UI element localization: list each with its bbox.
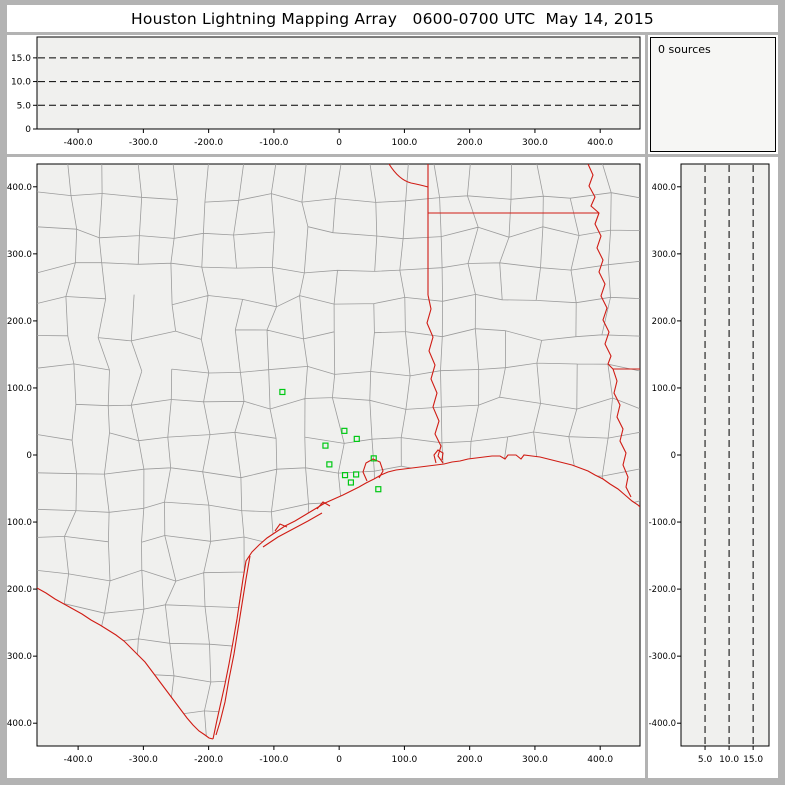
- x-tick-label: -300.0: [129, 755, 158, 765]
- x-tick-label: -200.0: [194, 755, 223, 765]
- y-tick-label: 5.0: [17, 101, 32, 111]
- x-tick-label: 10.0: [719, 755, 739, 765]
- sources-panel: 0 sources: [648, 35, 778, 154]
- state-border: [262, 512, 323, 548]
- x-tick-label: 400.0: [587, 755, 613, 765]
- y-tick-label: -400.0: [649, 719, 676, 729]
- y-tick-label: -100.0: [7, 518, 32, 528]
- state-border: [274, 523, 288, 532]
- x-tick-label: 300.0: [522, 138, 548, 148]
- y-tick-label: -200.0: [649, 585, 676, 595]
- title-bar: Houston Lightning Mapping Array 0600-070…: [7, 5, 778, 32]
- x-tick-label: 15.0: [743, 755, 763, 765]
- state-border: [362, 458, 384, 482]
- y-tick-label: -100.0: [649, 518, 676, 528]
- y-tick-label: -400.0: [7, 719, 32, 729]
- lma-station-marker: [375, 486, 382, 493]
- lma-station-marker: [353, 435, 360, 443]
- state-border: [612, 368, 632, 498]
- ns-altitude-plot: 5.0 10.0 15.0 400.0 300.0 200.0 100.0 0 -100.0 -2…: [649, 163, 770, 765]
- x-tick-label: 200.0: [457, 755, 483, 765]
- x-tick-label: 0: [336, 755, 342, 765]
- x-tick-label: -200.0: [194, 138, 223, 148]
- lma-station-marker: [353, 471, 360, 478]
- map-plot-area: [36, 163, 641, 747]
- lma-station-marker: [370, 455, 377, 462]
- state-border: [316, 501, 331, 510]
- page-title: Houston Lightning Mapping Array 0600-070…: [131, 9, 654, 28]
- ns-plot-area: [680, 163, 770, 747]
- y-tick-label: 100.0: [7, 384, 32, 394]
- y-tick-label: 200.0: [652, 317, 676, 327]
- y-tick-label: 400.0: [7, 183, 32, 193]
- x-tick-label: 400.0: [587, 138, 613, 148]
- x-tick-label: 0: [336, 138, 342, 148]
- ns-altitude-panel: 5.0 10.0 15.0 400.0 300.0 200.0 100.0 0 -100.0 -2…: [648, 157, 778, 778]
- x-tick-label: 200.0: [457, 138, 483, 148]
- x-tick-label: -400.0: [64, 138, 93, 148]
- lma-station-marker: [341, 472, 349, 479]
- y-tick-label: 0: [671, 451, 676, 461]
- x-tick-label: 5.0: [698, 755, 713, 765]
- ew-altitude-panel: 0 5.0 10.0 15.0 -400.0 -300.0 -200.0 -100.0 0 100…: [7, 35, 645, 154]
- state-border: [433, 449, 444, 464]
- y-tick-label: 100.0: [652, 384, 676, 394]
- lma-station-marker: [326, 461, 333, 468]
- state-border: [215, 555, 251, 736]
- y-tick-label: 0: [26, 451, 32, 461]
- ew-plot-area: [36, 36, 641, 130]
- geo-borders-layer: [37, 164, 640, 740]
- lma-station-marker: [322, 442, 329, 449]
- state-border: [388, 164, 429, 188]
- lma-station-marker: [341, 427, 348, 434]
- sources-box: 0 sources: [650, 37, 776, 152]
- state-border: [426, 294, 444, 464]
- y-tick-label: 400.0: [652, 183, 676, 193]
- lma-station-marker: [347, 479, 354, 486]
- rio-grande-border: [37, 587, 214, 740]
- coastline: [212, 454, 640, 740]
- ew-altitude-plot: 0 5.0 10.0 15.0 -400.0 -300.0 -200.0 -100.0 0 100…: [11, 36, 641, 148]
- y-tick-label: 300.0: [652, 250, 676, 260]
- lma-station-marker: [279, 388, 286, 396]
- y-tick-label: -300.0: [7, 652, 32, 662]
- map-panel: -400.0 -300.0 -200.0 -100.0 0 100.0 200.0 300.0…: [7, 157, 645, 778]
- y-tick-label: -200.0: [7, 585, 32, 595]
- stations-layer: [279, 388, 382, 493]
- y-tick-label: 0: [25, 125, 31, 135]
- sources-count-label: 0 sources: [658, 43, 711, 56]
- x-tick-label: -100.0: [259, 755, 288, 765]
- x-tick-label: -100.0: [259, 138, 288, 148]
- x-tick-label: -400.0: [64, 755, 93, 765]
- state-border: [587, 164, 614, 370]
- y-tick-label: 200.0: [7, 317, 32, 327]
- x-tick-label: -300.0: [129, 138, 158, 148]
- y-tick-label: 300.0: [7, 250, 32, 260]
- y-tick-label: -300.0: [649, 652, 676, 662]
- y-tick-label: 10.0: [11, 78, 31, 88]
- x-tick-label: 100.0: [392, 138, 418, 148]
- y-tick-label: 15.0: [11, 54, 31, 64]
- plan-view-map-plot: -400.0 -300.0 -200.0 -100.0 0 100.0 200.0 300.0…: [7, 163, 641, 765]
- x-tick-label: 300.0: [522, 755, 548, 765]
- x-tick-label: 100.0: [392, 755, 418, 765]
